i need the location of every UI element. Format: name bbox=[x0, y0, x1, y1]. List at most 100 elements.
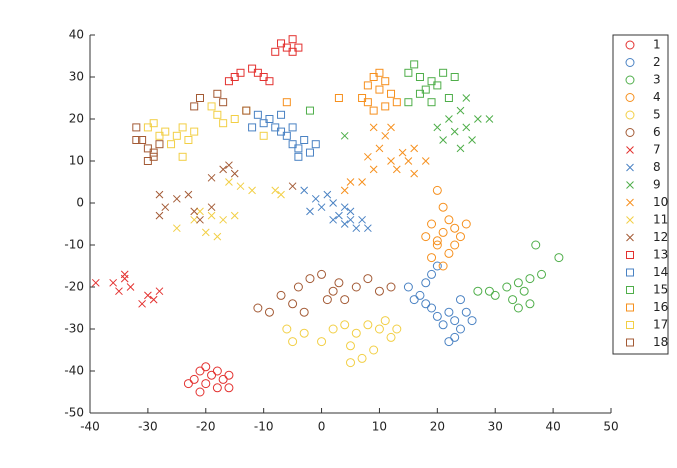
point bbox=[427, 98, 436, 107]
point bbox=[271, 47, 280, 56]
point bbox=[282, 131, 291, 140]
point bbox=[212, 383, 222, 393]
point bbox=[375, 144, 384, 153]
point bbox=[236, 182, 245, 191]
point bbox=[461, 307, 471, 317]
point bbox=[144, 291, 152, 300]
legend-marker bbox=[626, 251, 634, 259]
point bbox=[438, 320, 448, 330]
point bbox=[421, 232, 431, 242]
point bbox=[513, 278, 523, 288]
point bbox=[468, 136, 476, 144]
point bbox=[410, 169, 419, 178]
x-tick-label: 40 bbox=[545, 420, 560, 434]
point bbox=[305, 148, 314, 157]
legend-marker bbox=[625, 58, 635, 67]
point bbox=[300, 136, 309, 144]
point bbox=[363, 98, 372, 107]
point bbox=[196, 207, 204, 216]
point bbox=[363, 320, 373, 330]
x-tick-label: -10 bbox=[254, 420, 274, 434]
point bbox=[236, 68, 245, 77]
point bbox=[455, 295, 465, 305]
legend-marker bbox=[626, 303, 634, 312]
point bbox=[369, 345, 379, 355]
point bbox=[271, 186, 280, 195]
point bbox=[329, 215, 337, 224]
point bbox=[143, 123, 152, 132]
point bbox=[282, 98, 291, 107]
point bbox=[502, 282, 512, 292]
point bbox=[467, 316, 477, 326]
point bbox=[462, 94, 471, 102]
point bbox=[288, 123, 297, 132]
point bbox=[311, 194, 320, 203]
point bbox=[352, 224, 361, 233]
point bbox=[190, 127, 199, 136]
point bbox=[346, 215, 355, 224]
point bbox=[219, 165, 227, 174]
point bbox=[415, 73, 424, 81]
point bbox=[120, 274, 129, 283]
x-tick-label: 30 bbox=[488, 420, 503, 434]
x-tick-label: -40 bbox=[80, 420, 100, 434]
point bbox=[364, 224, 372, 233]
point bbox=[259, 119, 268, 128]
point bbox=[288, 47, 297, 56]
point bbox=[340, 320, 350, 330]
point bbox=[439, 136, 447, 144]
point bbox=[456, 144, 465, 153]
point bbox=[248, 186, 256, 195]
point bbox=[537, 269, 547, 279]
point bbox=[381, 102, 390, 111]
point bbox=[444, 248, 454, 258]
point bbox=[276, 290, 286, 300]
point bbox=[138, 299, 146, 308]
point bbox=[427, 77, 436, 86]
y-tick-label: 10 bbox=[69, 154, 84, 168]
point bbox=[375, 85, 384, 94]
point bbox=[346, 358, 355, 368]
point bbox=[357, 353, 367, 363]
point bbox=[207, 203, 216, 212]
point bbox=[305, 106, 314, 115]
point bbox=[381, 77, 390, 86]
point bbox=[432, 261, 442, 271]
point bbox=[328, 324, 338, 334]
point bbox=[143, 157, 152, 165]
point bbox=[155, 287, 164, 296]
point bbox=[444, 307, 454, 317]
point bbox=[329, 199, 337, 207]
point bbox=[207, 102, 216, 111]
point bbox=[109, 278, 118, 287]
point bbox=[444, 94, 453, 102]
point bbox=[403, 282, 413, 292]
legend-marker bbox=[625, 40, 635, 50]
point bbox=[340, 295, 350, 305]
point bbox=[311, 140, 320, 149]
point bbox=[305, 274, 315, 284]
legend-marker bbox=[625, 110, 635, 120]
point bbox=[340, 220, 349, 228]
point bbox=[288, 140, 297, 149]
point bbox=[444, 337, 454, 347]
point bbox=[230, 211, 239, 220]
point bbox=[427, 303, 437, 313]
point bbox=[386, 282, 396, 292]
point bbox=[299, 307, 309, 317]
point bbox=[253, 110, 262, 119]
point bbox=[485, 115, 494, 123]
point bbox=[386, 332, 396, 342]
point bbox=[374, 324, 384, 334]
point bbox=[277, 190, 285, 199]
point bbox=[224, 77, 233, 86]
point bbox=[438, 261, 448, 271]
point bbox=[525, 299, 535, 309]
point bbox=[346, 207, 355, 216]
legend-label: 4 bbox=[653, 90, 661, 104]
point bbox=[421, 299, 431, 309]
point bbox=[196, 215, 204, 224]
legend-label: 6 bbox=[653, 125, 661, 139]
point bbox=[456, 106, 465, 115]
x-tick-label: -30 bbox=[138, 420, 158, 434]
